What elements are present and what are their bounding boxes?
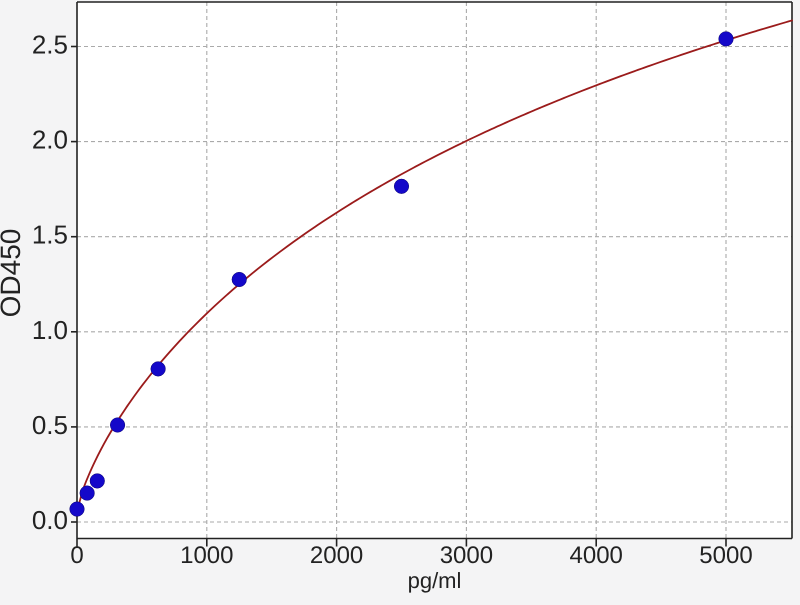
svg-text:OD450: OD450 bbox=[0, 229, 26, 318]
svg-text:2.0: 2.0 bbox=[32, 125, 68, 155]
svg-text:3000: 3000 bbox=[440, 542, 493, 569]
svg-text:0: 0 bbox=[70, 542, 83, 569]
svg-text:1.5: 1.5 bbox=[32, 220, 68, 250]
svg-text:1.0: 1.0 bbox=[32, 315, 68, 345]
svg-text:2.5: 2.5 bbox=[32, 30, 68, 60]
svg-text:5000: 5000 bbox=[699, 542, 752, 569]
svg-text:2000: 2000 bbox=[310, 542, 363, 569]
svg-text:1000: 1000 bbox=[180, 542, 233, 569]
svg-text:0.0: 0.0 bbox=[32, 505, 68, 535]
svg-text:0.5: 0.5 bbox=[32, 410, 68, 440]
svg-text:4000: 4000 bbox=[570, 542, 623, 569]
svg-text:pg/ml: pg/ml bbox=[408, 568, 462, 593]
